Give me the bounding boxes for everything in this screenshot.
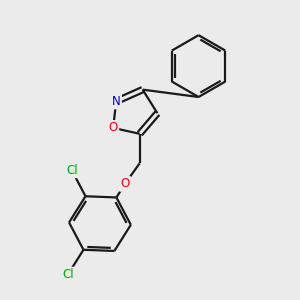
Text: O: O — [120, 177, 130, 190]
Text: Cl: Cl — [62, 268, 74, 281]
Text: Cl: Cl — [66, 164, 78, 177]
Text: N: N — [112, 95, 121, 108]
Text: O: O — [109, 122, 118, 134]
